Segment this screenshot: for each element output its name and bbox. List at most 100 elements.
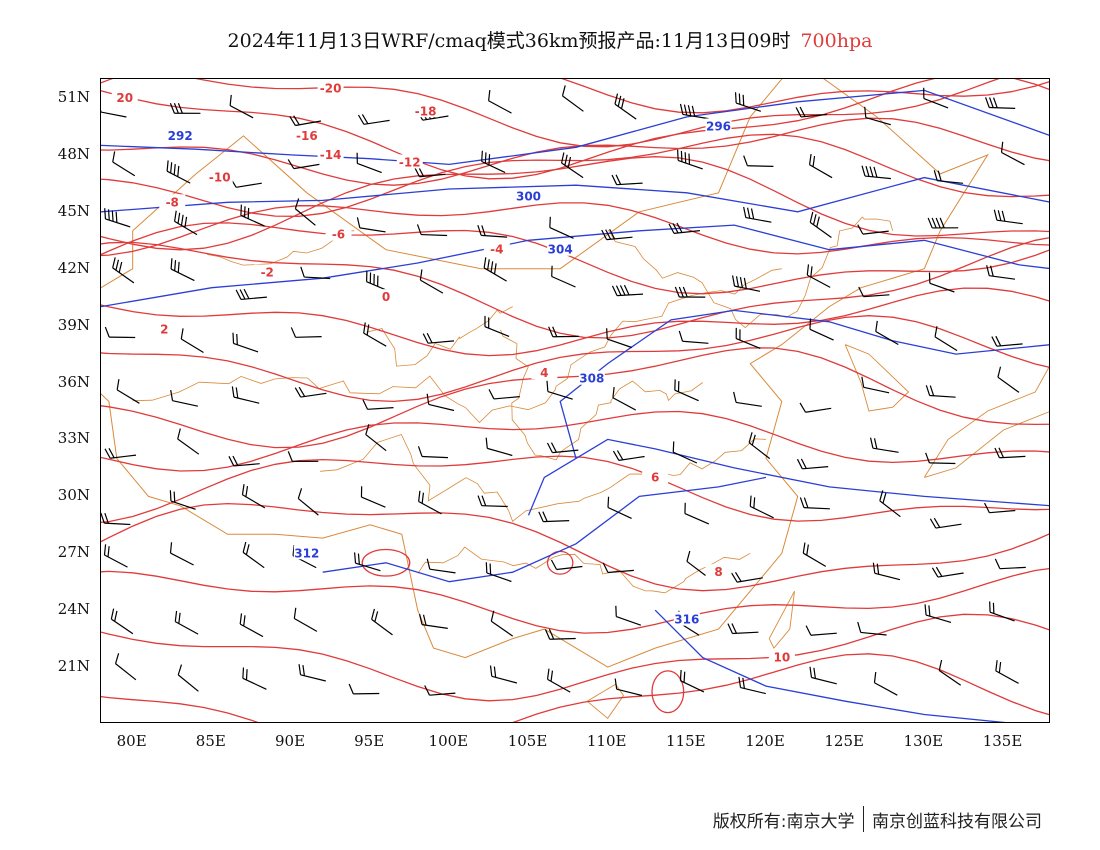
wind-barb: [994, 558, 1026, 570]
wind-barb: [360, 486, 386, 508]
temperature-isotherm: [101, 237, 1049, 339]
wind-barb: [548, 326, 579, 338]
wind-barb: [749, 495, 774, 519]
wind-barb: [995, 660, 1019, 684]
wind-barb: [796, 458, 829, 470]
wind-barb: [735, 327, 761, 349]
lat-label: 45N: [57, 201, 90, 220]
wind-barb: [101, 101, 127, 118]
wind-barb: [743, 155, 774, 167]
wind-barb: [672, 441, 698, 464]
wind-barb: [229, 94, 254, 119]
wind-barb: [348, 683, 380, 695]
province-border: [320, 434, 767, 522]
wind-barb: [488, 90, 512, 114]
temperature-isotherm: [101, 202, 1049, 257]
lat-label: 51N: [57, 87, 90, 106]
contour-label-bg: [547, 241, 574, 256]
wind-barb: [242, 541, 265, 569]
lon-label: 85E: [195, 732, 226, 750]
contour-label: -16: [296, 129, 318, 143]
province-border: [500, 329, 703, 461]
wind-barb: [424, 685, 456, 696]
lat-label: 48N: [57, 144, 90, 163]
wind-barb: [228, 455, 260, 467]
wind-barb: [601, 229, 633, 241]
wind-barb: [490, 610, 514, 637]
wind-barb: [928, 272, 955, 293]
lat-label: 21N: [57, 657, 90, 676]
company-text: 南京创蓝科技有限公司: [872, 811, 1042, 832]
lat-label: 27N: [57, 543, 90, 562]
wind-barb: [240, 204, 265, 227]
wind-barb: [602, 562, 634, 574]
contour-label: -8: [166, 195, 179, 209]
contour-label: -6: [332, 228, 345, 242]
temperature-isotherm: [101, 653, 1049, 722]
contour-label: 6: [651, 470, 659, 484]
wind-barb: [293, 607, 318, 632]
wind-barb: [611, 284, 644, 297]
wind-barb: [287, 451, 319, 462]
lon-label: 90E: [274, 732, 306, 750]
wind-barb: [419, 269, 444, 294]
weather-map: 20 -20 -18 -16 -14 -12 -10 -8 -6 -4 -2 0 2 4 6 8 10 292 29…: [100, 78, 1050, 723]
wind-barb: [869, 437, 899, 453]
wind-barb: [116, 379, 140, 404]
temperature-isotherm: [101, 79, 1049, 180]
contour-label: 8: [714, 565, 722, 579]
lat-label: 33N: [57, 429, 90, 448]
temperature-isotherm: [101, 567, 1049, 634]
wind-barb: [795, 106, 827, 118]
wind-barb: [112, 151, 136, 177]
chart-title: 2024年11月13日WRF/cmaq模式36km预报产品:11月13日09时 7…: [0, 26, 1100, 53]
wind-barb: [170, 389, 199, 407]
contour-label: -20: [320, 81, 342, 95]
wind-barb: [864, 106, 891, 126]
coastline: [923, 366, 1049, 478]
lon-label: 100E: [428, 732, 469, 750]
contour-label: 4: [540, 366, 548, 380]
contour-label-bg: [705, 564, 732, 579]
wind-barb: [241, 484, 266, 509]
temperature-isotherm: [101, 117, 1049, 186]
contour-label-bg: [293, 127, 320, 142]
wind-barb: [677, 149, 703, 170]
contour-label-bg: [515, 188, 542, 203]
wind-barb: [872, 562, 901, 581]
contour-label: -2: [261, 266, 274, 280]
wind-barb: [546, 442, 579, 454]
wind-barb: [614, 678, 643, 697]
wind-barb: [232, 332, 259, 353]
wind-barb: [727, 623, 759, 635]
province-border: [132, 268, 782, 424]
wind-barb: [809, 318, 834, 341]
wind-barb: [560, 152, 584, 179]
wind-barb: [426, 558, 456, 574]
contour-label-bg: [578, 370, 605, 385]
wind-barb: [481, 150, 506, 174]
title-level: 700hpa: [800, 30, 873, 52]
temperature-isotherm: [101, 347, 1049, 449]
temperature-isotherm: [101, 315, 1049, 403]
wind-barb: [170, 258, 195, 282]
wind-barb: [731, 571, 763, 583]
temperature-isotherm: [101, 455, 1049, 523]
wind-barb: [177, 428, 200, 455]
temperature-isotherm: [195, 79, 1000, 148]
wind-barb: [550, 559, 583, 571]
wind-barb: [297, 488, 319, 516]
wind-barb: [984, 502, 1016, 514]
wind-barb: [477, 224, 508, 238]
footer: 版权所有:南京大学 南京创蓝科技有限公司: [713, 806, 1042, 832]
wind-barb: [799, 497, 830, 510]
contour-label: 304: [548, 243, 573, 257]
wind-barb: [235, 288, 267, 301]
wind-barb: [485, 562, 512, 583]
wind-barb: [174, 210, 198, 236]
wind-barb: [169, 103, 201, 114]
wind-barb: [371, 608, 393, 636]
wind-barb: [607, 496, 632, 519]
province-border: [607, 216, 894, 329]
province-border: [207, 230, 355, 266]
